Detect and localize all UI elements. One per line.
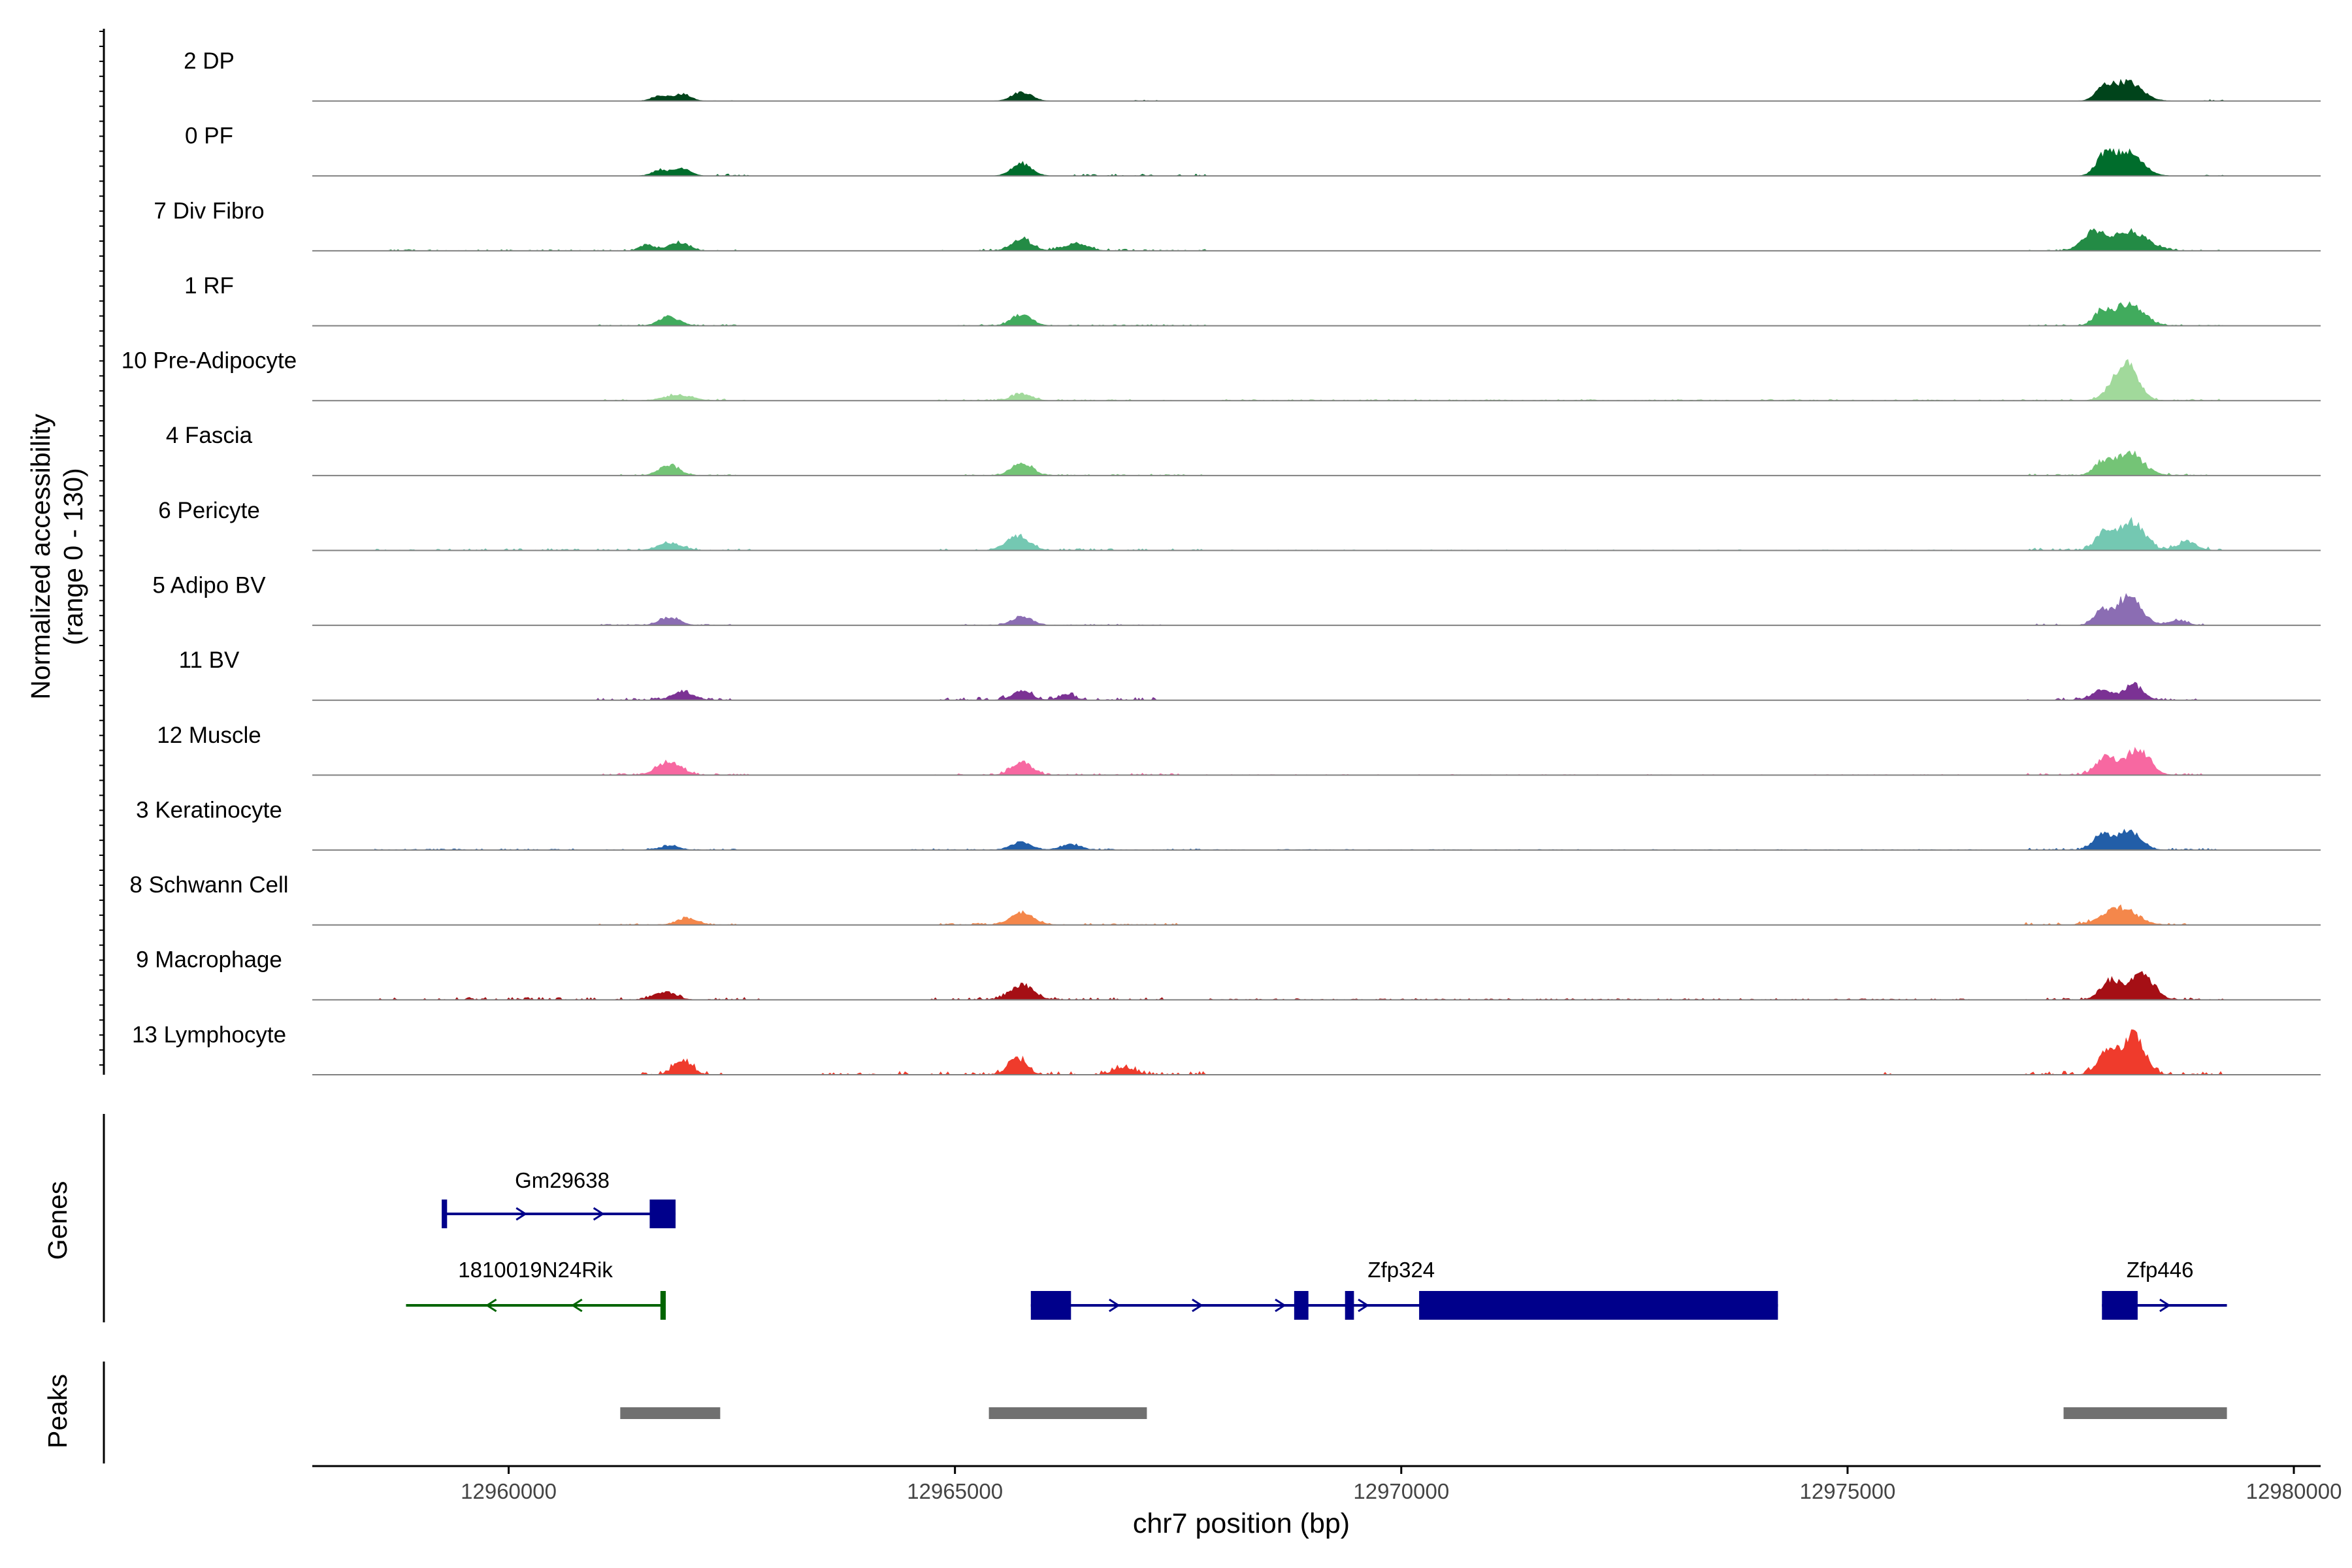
track-label-9-macrophage: 9 Macrophage	[136, 947, 282, 973]
gene-exon	[1030, 1291, 1071, 1320]
track-label-8-schwann-cell: 8 Schwann Cell	[129, 872, 288, 898]
track-label-10-pre-adipocyte: 10 Pre-Adipocyte	[122, 348, 297, 374]
peaks-track-label: Peaks	[42, 1374, 73, 1448]
track-7-div-fibro: 7 Div Fibro	[154, 198, 2321, 252]
track-label-6-pericyte: 6 Pericyte	[158, 498, 260, 523]
peaks-track	[103, 1362, 2227, 1463]
x-axis: 12960000 12965000 12970000 12975000 12980000	[312, 1465, 2342, 1503]
y-axis-title-line2: (range 0 - 130)	[58, 468, 88, 645]
track-label-13-lymphocyte: 13 Lymphocyte	[132, 1022, 286, 1047]
coverage-tracks: 2 DP 0 PF 7 Div Fibro 1 RF 10 Pre-Adipocyte 4…	[99, 29, 2321, 1075]
track-1-rf: 1 RF	[184, 273, 2321, 327]
gene-exon	[1419, 1291, 1778, 1320]
y-axis-title-line1: Normalized accessibility	[25, 414, 56, 700]
coverage-area-3-keratinocyte	[374, 828, 2227, 851]
track-label-3-keratinocyte: 3 Keratinocyte	[136, 797, 282, 823]
coverage-area-1-rf	[374, 301, 2227, 327]
track-12-muscle: 12 Muscle	[157, 723, 2321, 776]
peak-region	[620, 1407, 721, 1419]
strand-arrow-icon	[2159, 1298, 2171, 1313]
coverage-area-9-macrophage	[374, 971, 2227, 1001]
coverage-area-8-schwann-cell	[374, 904, 2227, 926]
track-5-adipo-bv: 5 Adipo BV	[152, 573, 2321, 627]
x-tick-label: 12965000	[907, 1479, 1003, 1503]
track-label-7-div-fibro: 7 Div Fibro	[154, 198, 264, 223]
track-2-dp: 2 DP	[184, 48, 2321, 102]
track-4-fascia: 4 Fascia	[166, 423, 2321, 476]
gene-1810019n24rik: 1810019N24Rik	[406, 1258, 666, 1320]
coverage-area-5-adipo-bv	[374, 593, 2227, 626]
gene-zfp324: Zfp324	[1030, 1258, 1778, 1320]
coverage-area-11-bv	[374, 681, 2227, 701]
coverage-area-7-div-fibro	[374, 228, 2227, 252]
peak-region	[2063, 1407, 2227, 1419]
gene-exon	[660, 1291, 666, 1320]
x-tick-label: 12960000	[461, 1479, 557, 1503]
gene-exon	[442, 1200, 448, 1228]
x-axis-title: chr7 position (bp)	[1133, 1508, 1350, 1539]
gene-label: Zfp324	[1367, 1258, 1435, 1282]
gene-label: 1810019N24Rik	[458, 1258, 613, 1282]
coverage-area-10-pre-adipocyte	[374, 359, 2227, 401]
coverage-area-6-pericyte	[374, 517, 2227, 551]
track-label-2-dp: 2 DP	[184, 48, 235, 74]
gene-gm29638: Gm29638	[442, 1168, 676, 1228]
coverage-area-2-dp	[374, 78, 2227, 102]
track-label-4-fascia: 4 Fascia	[166, 423, 253, 448]
gene-label: Zfp446	[2127, 1258, 2194, 1282]
track-3-keratinocyte: 3 Keratinocyte	[136, 797, 2321, 851]
genes-track-label: Genes	[42, 1181, 73, 1260]
x-tick-label: 12975000	[1799, 1479, 1895, 1503]
strand-arrow-icon	[1109, 1298, 1120, 1313]
gene-exon	[1345, 1291, 1354, 1320]
strand-arrow-icon	[1358, 1298, 1369, 1313]
strand-arrow-icon	[485, 1298, 497, 1313]
track-0-pf: 0 PF	[185, 123, 2321, 177]
track-13-lymphocyte: 13 Lymphocyte	[132, 1022, 2321, 1075]
gene-exon	[1294, 1291, 1309, 1320]
track-8-schwann-cell: 8 Schwann Cell	[129, 872, 2321, 926]
track-label-1-rf: 1 RF	[184, 273, 234, 299]
coverage-area-0-pf	[374, 148, 2227, 176]
coverage-area-13-lymphocyte	[374, 1029, 2227, 1075]
peak-region	[988, 1407, 1147, 1419]
track-label-5-adipo-bv: 5 Adipo BV	[152, 573, 266, 598]
strand-arrow-icon	[1192, 1298, 1203, 1313]
gene-exon	[649, 1200, 676, 1228]
strand-arrow-icon	[570, 1298, 583, 1313]
track-11-bv: 11 BV	[179, 647, 2321, 701]
x-tick-label: 12980000	[2246, 1479, 2342, 1503]
coverage-area-12-muscle	[374, 747, 2227, 776]
strand-arrow-icon	[515, 1207, 528, 1221]
strand-arrow-icon	[1275, 1298, 1286, 1313]
track-9-macrophage: 9 Macrophage	[136, 947, 2321, 1001]
track-6-pericyte: 6 Pericyte	[158, 498, 2321, 551]
track-label-11-bv: 11 BV	[179, 647, 240, 673]
gene-label: Gm29638	[515, 1168, 610, 1192]
coverage-area-4-fascia	[374, 450, 2227, 476]
track-label-0-pf: 0 PF	[185, 123, 233, 149]
x-tick-label: 12970000	[1353, 1479, 1449, 1503]
gene-exon	[2102, 1291, 2138, 1320]
strand-arrow-icon	[593, 1207, 605, 1221]
gene-zfp446: Zfp446	[2102, 1258, 2227, 1320]
track-10-pre-adipocyte: 10 Pre-Adipocyte	[122, 348, 2321, 402]
track-label-12-muscle: 12 Muscle	[157, 723, 261, 748]
genes-track: Gm29638 1810019N24Rik Zfp324 Zfp446	[103, 1114, 2227, 1322]
